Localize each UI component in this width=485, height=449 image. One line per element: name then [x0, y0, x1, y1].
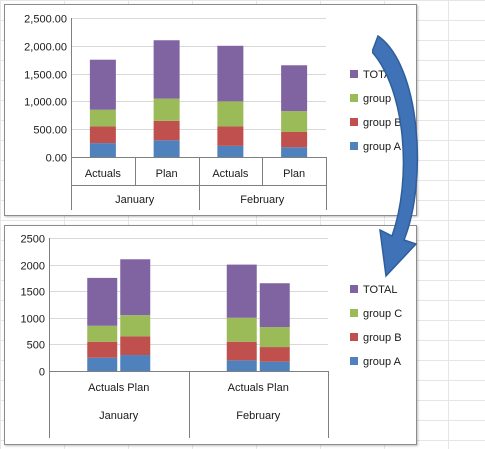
y-tick-label: 2500 — [21, 234, 45, 246]
bar-segment-group-a — [281, 147, 308, 157]
x-group-label: February — [240, 194, 285, 206]
bar-segment-group-a — [153, 140, 180, 157]
bar-segment-group-a — [87, 357, 118, 371]
legend-label: group B — [363, 117, 402, 129]
y-tick-label: 1500 — [21, 287, 45, 299]
y-tick-label: 0.00 — [46, 153, 67, 165]
bar-segment-group-a — [259, 361, 290, 371]
legend-label: group A — [363, 141, 402, 153]
bar-segment-group-c — [259, 327, 290, 348]
chart-top-stacked-columns[interactable]: 0.00 500.00 1,000.00 1,500.00 2,000.00 2,500.… — [4, 4, 417, 216]
x-tick-label: Plan — [156, 168, 178, 180]
legend-swatch — [350, 333, 358, 341]
bar-segment-total — [153, 40, 180, 99]
bar-segment-group-b — [259, 347, 290, 362]
x-tick-label: Plan — [283, 168, 305, 180]
bar-segment-total — [89, 59, 116, 110]
y-tick-label: 1,000.00 — [24, 97, 67, 109]
legend-swatch — [350, 309, 358, 317]
chart-bottom-plot: 0 500 1000 1500 2000 2500 Actuals Plan January A… — [21, 234, 402, 438]
bar-segment-group-a — [226, 360, 257, 371]
y-tick-label: 500.00 — [33, 125, 67, 137]
chart-top-plot: 0.00 500.00 1,000.00 1,500.00 2,000.00 2,500.… — [24, 14, 402, 210]
chart-bottom-clustered-stacked-columns[interactable]: 0 500 1000 1500 2000 2500 Actuals Plan January A… — [4, 225, 417, 445]
bar-segment-group-b — [153, 120, 180, 141]
legend-label: group B — [363, 332, 402, 344]
bar-segment-total — [259, 283, 290, 328]
legend-swatch — [350, 142, 358, 150]
bar-segment-total — [217, 45, 244, 102]
x-tick-label: Actuals — [85, 168, 122, 180]
bar-segment-group-b — [226, 341, 257, 361]
y-tick-label: 2000 — [21, 261, 45, 273]
bar-segment-total — [226, 264, 257, 318]
legend-swatch — [350, 118, 358, 126]
bar-segment-group-b — [89, 126, 116, 144]
legend-swatch — [350, 357, 358, 365]
bar-segment-group-c — [87, 325, 118, 342]
curved-arrow-icon — [372, 34, 419, 278]
legend-label: group C — [363, 308, 402, 320]
x-tick-label: Actuals Plan — [228, 382, 289, 394]
bar-segment-total — [281, 65, 308, 112]
bar-segment-total — [120, 259, 151, 316]
bar-segment-group-c — [89, 109, 116, 127]
x-group-label: February — [236, 410, 281, 422]
legend-label: group C — [363, 93, 402, 105]
y-tick-label: 2,500.00 — [24, 14, 67, 26]
curved-arrow-shape — [372, 34, 419, 278]
y-tick-label: 1,500.00 — [24, 70, 67, 82]
bar-segment-group-a — [120, 355, 151, 371]
legend-swatch — [350, 94, 358, 102]
bar-segment-group-b — [87, 341, 118, 358]
y-tick-label: 2,000.00 — [24, 42, 67, 54]
bar-segment-group-a — [89, 143, 116, 157]
bar-segment-total — [87, 277, 118, 326]
x-group-label: January — [99, 410, 139, 422]
y-tick-label: 500 — [27, 340, 45, 352]
bar-segment-group-c — [226, 317, 257, 342]
legend-label: TOTAL — [363, 284, 397, 296]
bar-segment-group-b — [281, 131, 308, 148]
bar-segment-group-c — [281, 111, 308, 132]
y-tick-label: 0 — [39, 367, 45, 379]
legend-swatch — [350, 70, 358, 78]
y-tick-label: 1000 — [21, 314, 45, 326]
bar-segment-group-c — [120, 315, 151, 337]
legend-swatch — [350, 285, 358, 293]
bar-segment-group-c — [217, 101, 244, 127]
x-tick-label: Actuals Plan — [88, 382, 149, 394]
bar-segment-group-c — [153, 98, 180, 121]
x-group-label: January — [115, 194, 155, 206]
x-tick-label: Actuals — [212, 168, 249, 180]
legend-label: group A — [363, 356, 402, 368]
bar-segment-group-b — [217, 126, 244, 146]
bar-segment-group-a — [217, 145, 244, 157]
bar-segment-group-b — [120, 336, 151, 356]
